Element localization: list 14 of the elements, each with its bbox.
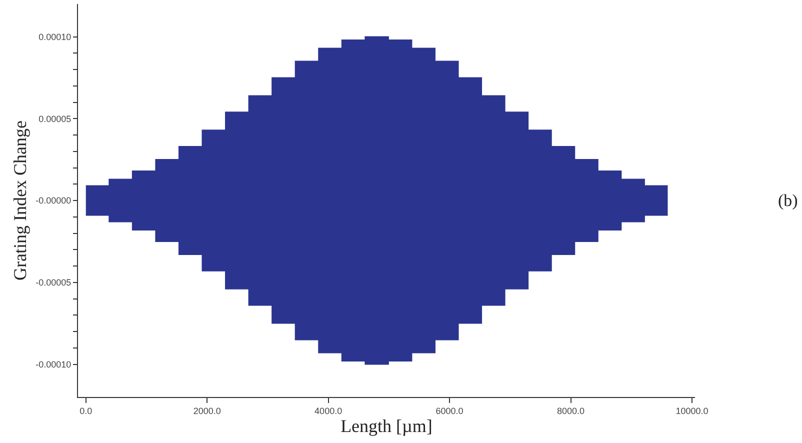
y-tick-label: 0.00005 [38,114,72,124]
text: (b) [778,191,798,210]
y-axis-title: Grating Index Change [10,120,30,280]
x-tick-label: 4000.0 [314,406,342,416]
x-tick-label: 10000.0 [676,406,708,416]
y-tick-label: -0.00000 [36,196,72,206]
y-tick-label: 0.00010 [38,32,72,42]
y-tick-label: -0.00005 [36,278,72,288]
x-axis-title: Length [µm] [340,416,432,436]
x-tick-label: 0.0 [80,406,92,416]
x-tick-label: 2000.0 [193,406,221,416]
y-tick-label: -0.00010 [36,359,72,370]
x-tick-label: 6000.0 [436,406,464,416]
x-tick-label: 8000.0 [556,406,585,416]
